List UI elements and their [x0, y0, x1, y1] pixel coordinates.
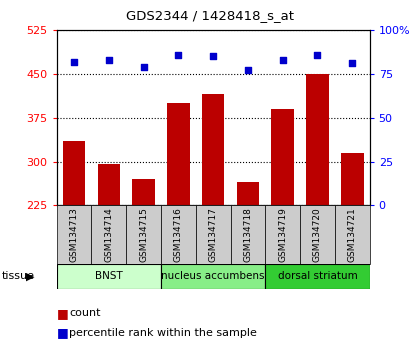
Text: GSM134715: GSM134715: [139, 207, 148, 262]
Bar: [306, 74, 329, 337]
FancyBboxPatch shape: [161, 264, 265, 289]
Bar: [167, 103, 190, 337]
Text: GSM134713: GSM134713: [70, 207, 79, 262]
Text: GSM134721: GSM134721: [348, 207, 357, 262]
Bar: [341, 153, 364, 337]
Text: GDS2344 / 1428418_s_at: GDS2344 / 1428418_s_at: [126, 9, 294, 22]
Text: percentile rank within the sample: percentile rank within the sample: [69, 328, 257, 338]
Point: [279, 57, 286, 63]
Text: nucleus accumbens: nucleus accumbens: [161, 272, 265, 281]
Bar: [236, 182, 259, 337]
FancyBboxPatch shape: [265, 205, 300, 264]
Text: GSM134717: GSM134717: [209, 207, 218, 262]
Bar: [202, 95, 224, 337]
Text: count: count: [69, 308, 101, 318]
Text: BNST: BNST: [95, 272, 123, 281]
FancyBboxPatch shape: [265, 264, 370, 289]
Text: tissue: tissue: [2, 272, 35, 281]
Text: ▶: ▶: [26, 272, 34, 281]
Bar: [63, 141, 85, 337]
Text: GSM134716: GSM134716: [174, 207, 183, 262]
Point: [349, 61, 356, 66]
Bar: [132, 179, 155, 337]
FancyBboxPatch shape: [57, 205, 92, 264]
FancyBboxPatch shape: [126, 205, 161, 264]
FancyBboxPatch shape: [300, 205, 335, 264]
FancyBboxPatch shape: [231, 205, 265, 264]
Point: [140, 64, 147, 70]
FancyBboxPatch shape: [161, 205, 196, 264]
Text: ■: ■: [57, 326, 68, 339]
FancyBboxPatch shape: [57, 264, 161, 289]
Point: [71, 59, 77, 64]
Text: GSM134714: GSM134714: [104, 207, 113, 262]
Bar: [271, 109, 294, 337]
Text: ■: ■: [57, 307, 68, 320]
Text: GSM134719: GSM134719: [278, 207, 287, 262]
Point: [244, 68, 251, 73]
Text: GSM134720: GSM134720: [313, 207, 322, 262]
Point: [210, 53, 217, 59]
FancyBboxPatch shape: [196, 205, 231, 264]
Bar: [97, 164, 120, 337]
Point: [175, 52, 182, 57]
Text: GSM134718: GSM134718: [244, 207, 252, 262]
Point: [314, 52, 321, 57]
FancyBboxPatch shape: [335, 205, 370, 264]
FancyBboxPatch shape: [92, 205, 126, 264]
Text: dorsal striatum: dorsal striatum: [278, 272, 357, 281]
Point: [105, 57, 112, 63]
